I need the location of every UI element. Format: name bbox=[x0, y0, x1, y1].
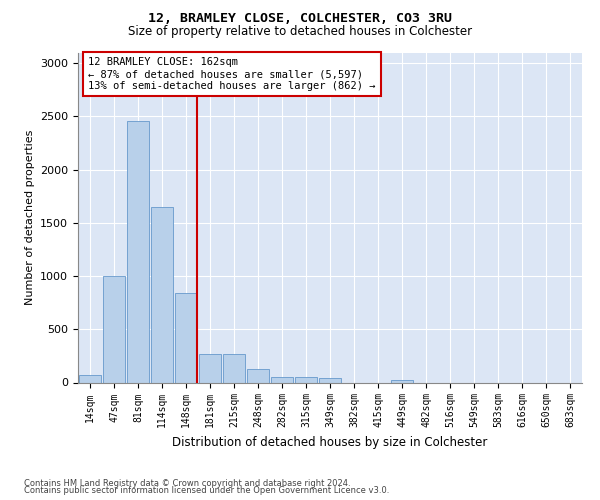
Bar bbox=[319, 378, 341, 382]
Bar bbox=[79, 375, 101, 382]
Y-axis label: Number of detached properties: Number of detached properties bbox=[25, 130, 35, 305]
Bar bbox=[103, 276, 125, 382]
Title: 12, BRAMLEY CLOSE, COLCHESTER, CO3 3RU
Size of property relative to detached hou: 12, BRAMLEY CLOSE, COLCHESTER, CO3 3RU S… bbox=[0, 499, 1, 500]
Bar bbox=[295, 376, 317, 382]
Bar bbox=[175, 293, 197, 382]
Bar bbox=[199, 354, 221, 382]
Text: 12, BRAMLEY CLOSE, COLCHESTER, CO3 3RU: 12, BRAMLEY CLOSE, COLCHESTER, CO3 3RU bbox=[148, 12, 452, 26]
Bar bbox=[247, 368, 269, 382]
Text: Contains public sector information licensed under the Open Government Licence v3: Contains public sector information licen… bbox=[24, 486, 389, 495]
X-axis label: Distribution of detached houses by size in Colchester: Distribution of detached houses by size … bbox=[172, 436, 488, 449]
Bar bbox=[223, 354, 245, 382]
Text: Size of property relative to detached houses in Colchester: Size of property relative to detached ho… bbox=[128, 25, 472, 38]
Bar bbox=[271, 376, 293, 382]
Bar bbox=[127, 120, 149, 382]
Text: Contains HM Land Registry data © Crown copyright and database right 2024.: Contains HM Land Registry data © Crown c… bbox=[24, 478, 350, 488]
Text: 12 BRAMLEY CLOSE: 162sqm
← 87% of detached houses are smaller (5,597)
13% of sem: 12 BRAMLEY CLOSE: 162sqm ← 87% of detach… bbox=[88, 58, 376, 90]
Bar bbox=[391, 380, 413, 382]
Bar bbox=[151, 207, 173, 382]
